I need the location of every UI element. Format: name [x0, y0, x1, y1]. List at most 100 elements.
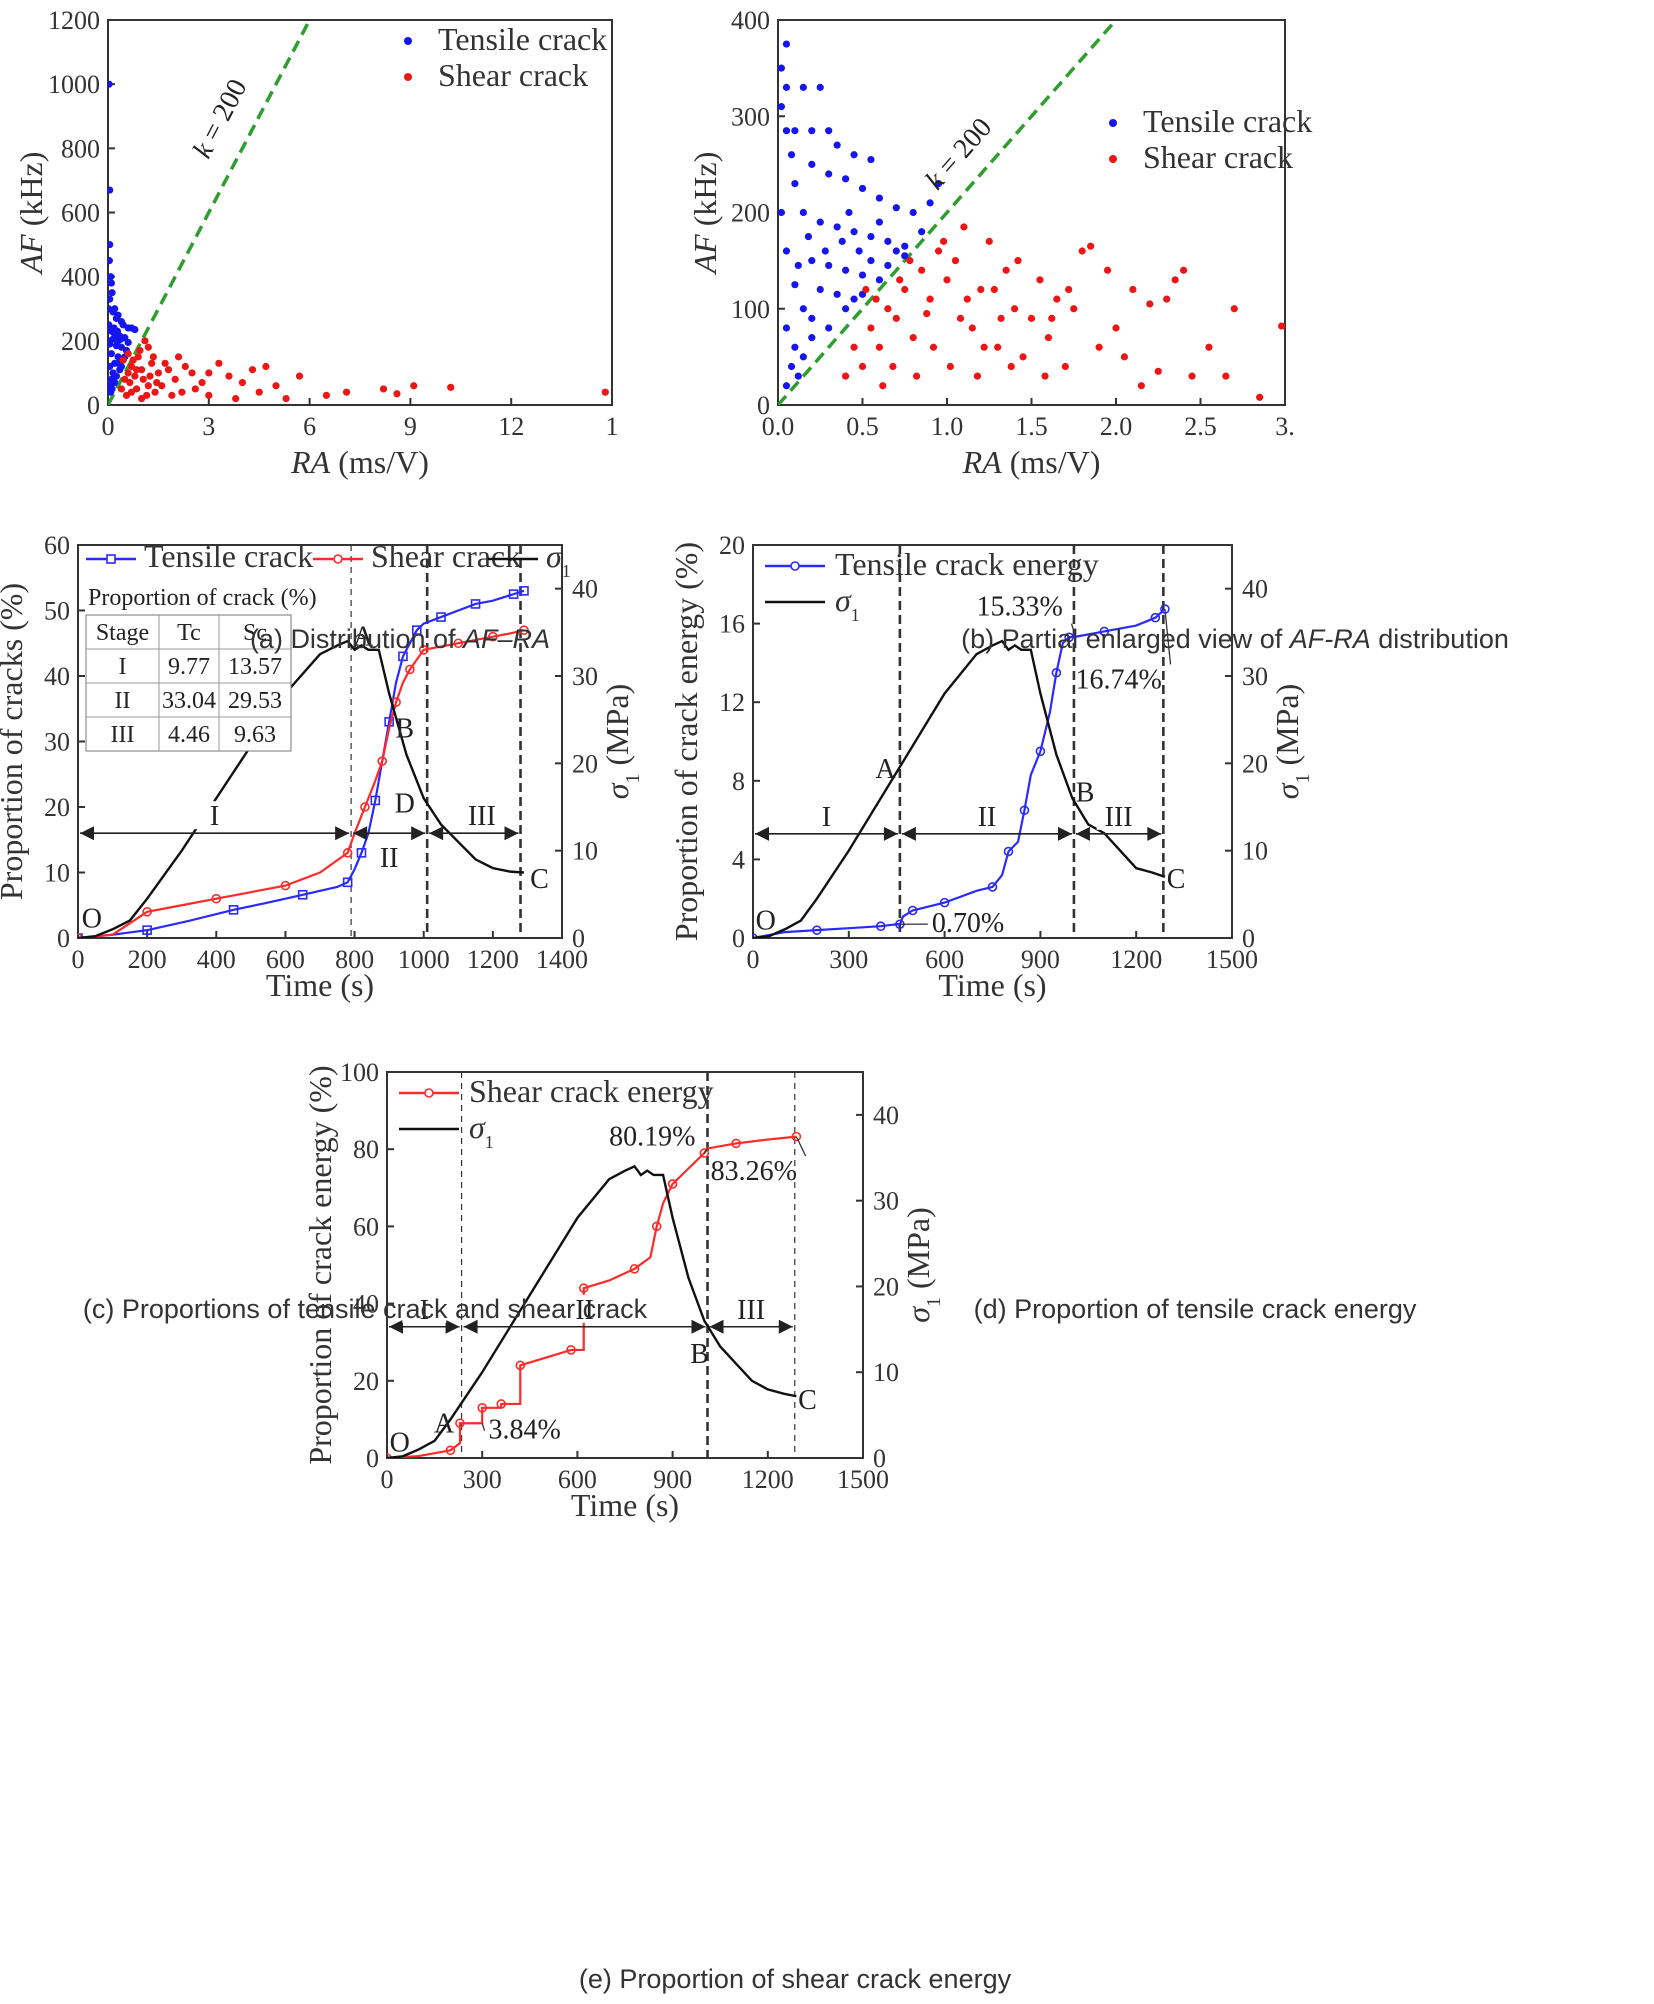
caption-e: (e) Proportion of shear crack energy: [579, 1964, 1012, 1994]
y-tick-label: 8: [732, 767, 745, 796]
series-shear-crack-energy: [387, 1131, 802, 1458]
value-label: 16.74%: [1076, 664, 1162, 695]
series-marker: [1003, 846, 1014, 857]
x-tick-label: 1.5: [1015, 412, 1048, 441]
legend-label: Shear crack: [1143, 139, 1293, 175]
scatter-point: [872, 295, 880, 303]
series-marker: [356, 848, 367, 858]
series-shear-crack: [78, 625, 529, 938]
series-marker: [445, 1445, 456, 1456]
scatter-point: [794, 261, 802, 270]
y2-axis-title-part: (MPa): [1269, 684, 1305, 774]
table-cell: I: [119, 654, 127, 680]
series-marker: [731, 1138, 741, 1149]
scatter-point: [248, 366, 257, 374]
scatter-point: [225, 372, 233, 380]
scatter-point: [1007, 362, 1015, 371]
y-tick-label: 20: [719, 531, 745, 560]
arrow-head: [883, 826, 898, 841]
scatter-point: [842, 305, 850, 313]
scatter-point: [108, 186, 114, 194]
series-marker: [791, 1131, 802, 1142]
y2-tick-label: 30: [572, 662, 598, 691]
scatter-point: [108, 362, 114, 371]
scatter-point: [782, 382, 791, 390]
scatter-point: [1087, 242, 1095, 250]
scatter-point: [821, 247, 829, 255]
value-label: 80.19%: [609, 1121, 695, 1152]
scatter-point: [901, 252, 909, 260]
scatter-point: [1103, 266, 1112, 274]
scatter-point: [108, 80, 113, 88]
scatter-point: [918, 266, 926, 274]
scatter-point: [119, 356, 127, 364]
arrow-head: [389, 1319, 403, 1334]
scatter-point: [181, 362, 189, 371]
x-axis-title-part: RA: [962, 444, 1003, 480]
table-header-cell: Tc: [177, 620, 201, 646]
stage-label-bg: [402, 1294, 447, 1323]
series-marker: [398, 651, 408, 662]
scatter-point: [892, 314, 900, 322]
scatter-point: [808, 160, 816, 168]
scatter-point: [131, 326, 139, 334]
scatter-point: [858, 362, 867, 371]
scatter-point: [842, 175, 850, 183]
scatter-point: [153, 378, 161, 387]
y-axis-title: Proportion of crack energy (%): [668, 542, 704, 941]
scatter-point: [108, 257, 113, 265]
scatter-point: [295, 372, 304, 380]
point-label-A: A: [353, 622, 374, 653]
arrow-head: [691, 1319, 706, 1334]
y-tick-label: 4: [732, 845, 745, 874]
y-tick-label: 20: [44, 793, 70, 822]
series-tensile-crack: [78, 586, 529, 938]
stage-label: II: [978, 802, 997, 833]
arrow-head: [1057, 826, 1072, 841]
x-tick-label: 1200: [467, 945, 519, 974]
table-cell: 29.53: [228, 688, 282, 714]
x-axis-title: Time (s): [938, 967, 1046, 1003]
y-tick-label: 0: [87, 391, 100, 420]
series-line: [387, 1164, 797, 1458]
series-marker: [342, 848, 353, 858]
y-tick-label: 0: [57, 924, 70, 953]
scatter-point: [124, 369, 132, 377]
scatter-point: [875, 194, 884, 202]
stage-label-bg: [367, 843, 412, 872]
scatter-point: [1205, 343, 1213, 351]
scatter-point: [171, 375, 179, 383]
scatter-point: [990, 285, 998, 294]
stage-label: II: [380, 843, 399, 874]
x-tick-label: 2.0: [1100, 412, 1133, 441]
y2-tick-label: 40: [873, 1101, 899, 1130]
scatter-point: [912, 372, 921, 380]
y-axis-title: Proportion of cracks (%): [0, 583, 29, 900]
series-marker: [297, 889, 308, 900]
series-marker: [519, 625, 529, 635]
y2-tick-label: 10: [572, 837, 598, 866]
legend-label-part: 1: [851, 605, 860, 625]
scatter-point: [791, 343, 799, 351]
y-axis-title-part: (kHz): [13, 152, 49, 235]
scatter-point: [825, 127, 833, 135]
series-marker: [1035, 746, 1046, 757]
point-label-C: C: [798, 1385, 817, 1416]
scatter-point: [1095, 343, 1103, 351]
point-label-A: A: [875, 754, 896, 785]
plot-area-e: [387, 1072, 802, 1458]
scatter-point: [799, 83, 807, 91]
arrow-head: [504, 826, 519, 841]
x-tick-label: 400: [197, 945, 236, 974]
scatter-point: [929, 343, 938, 351]
legend-label: Shear crack energy: [469, 1073, 714, 1109]
scatter-point: [117, 385, 126, 393]
value-leader: [795, 1136, 807, 1157]
scatter-point: [188, 369, 196, 377]
scatter-point: [791, 127, 799, 135]
scatter-point: [1044, 334, 1052, 342]
scatter-point: [154, 369, 162, 377]
series-marker: [436, 612, 446, 622]
